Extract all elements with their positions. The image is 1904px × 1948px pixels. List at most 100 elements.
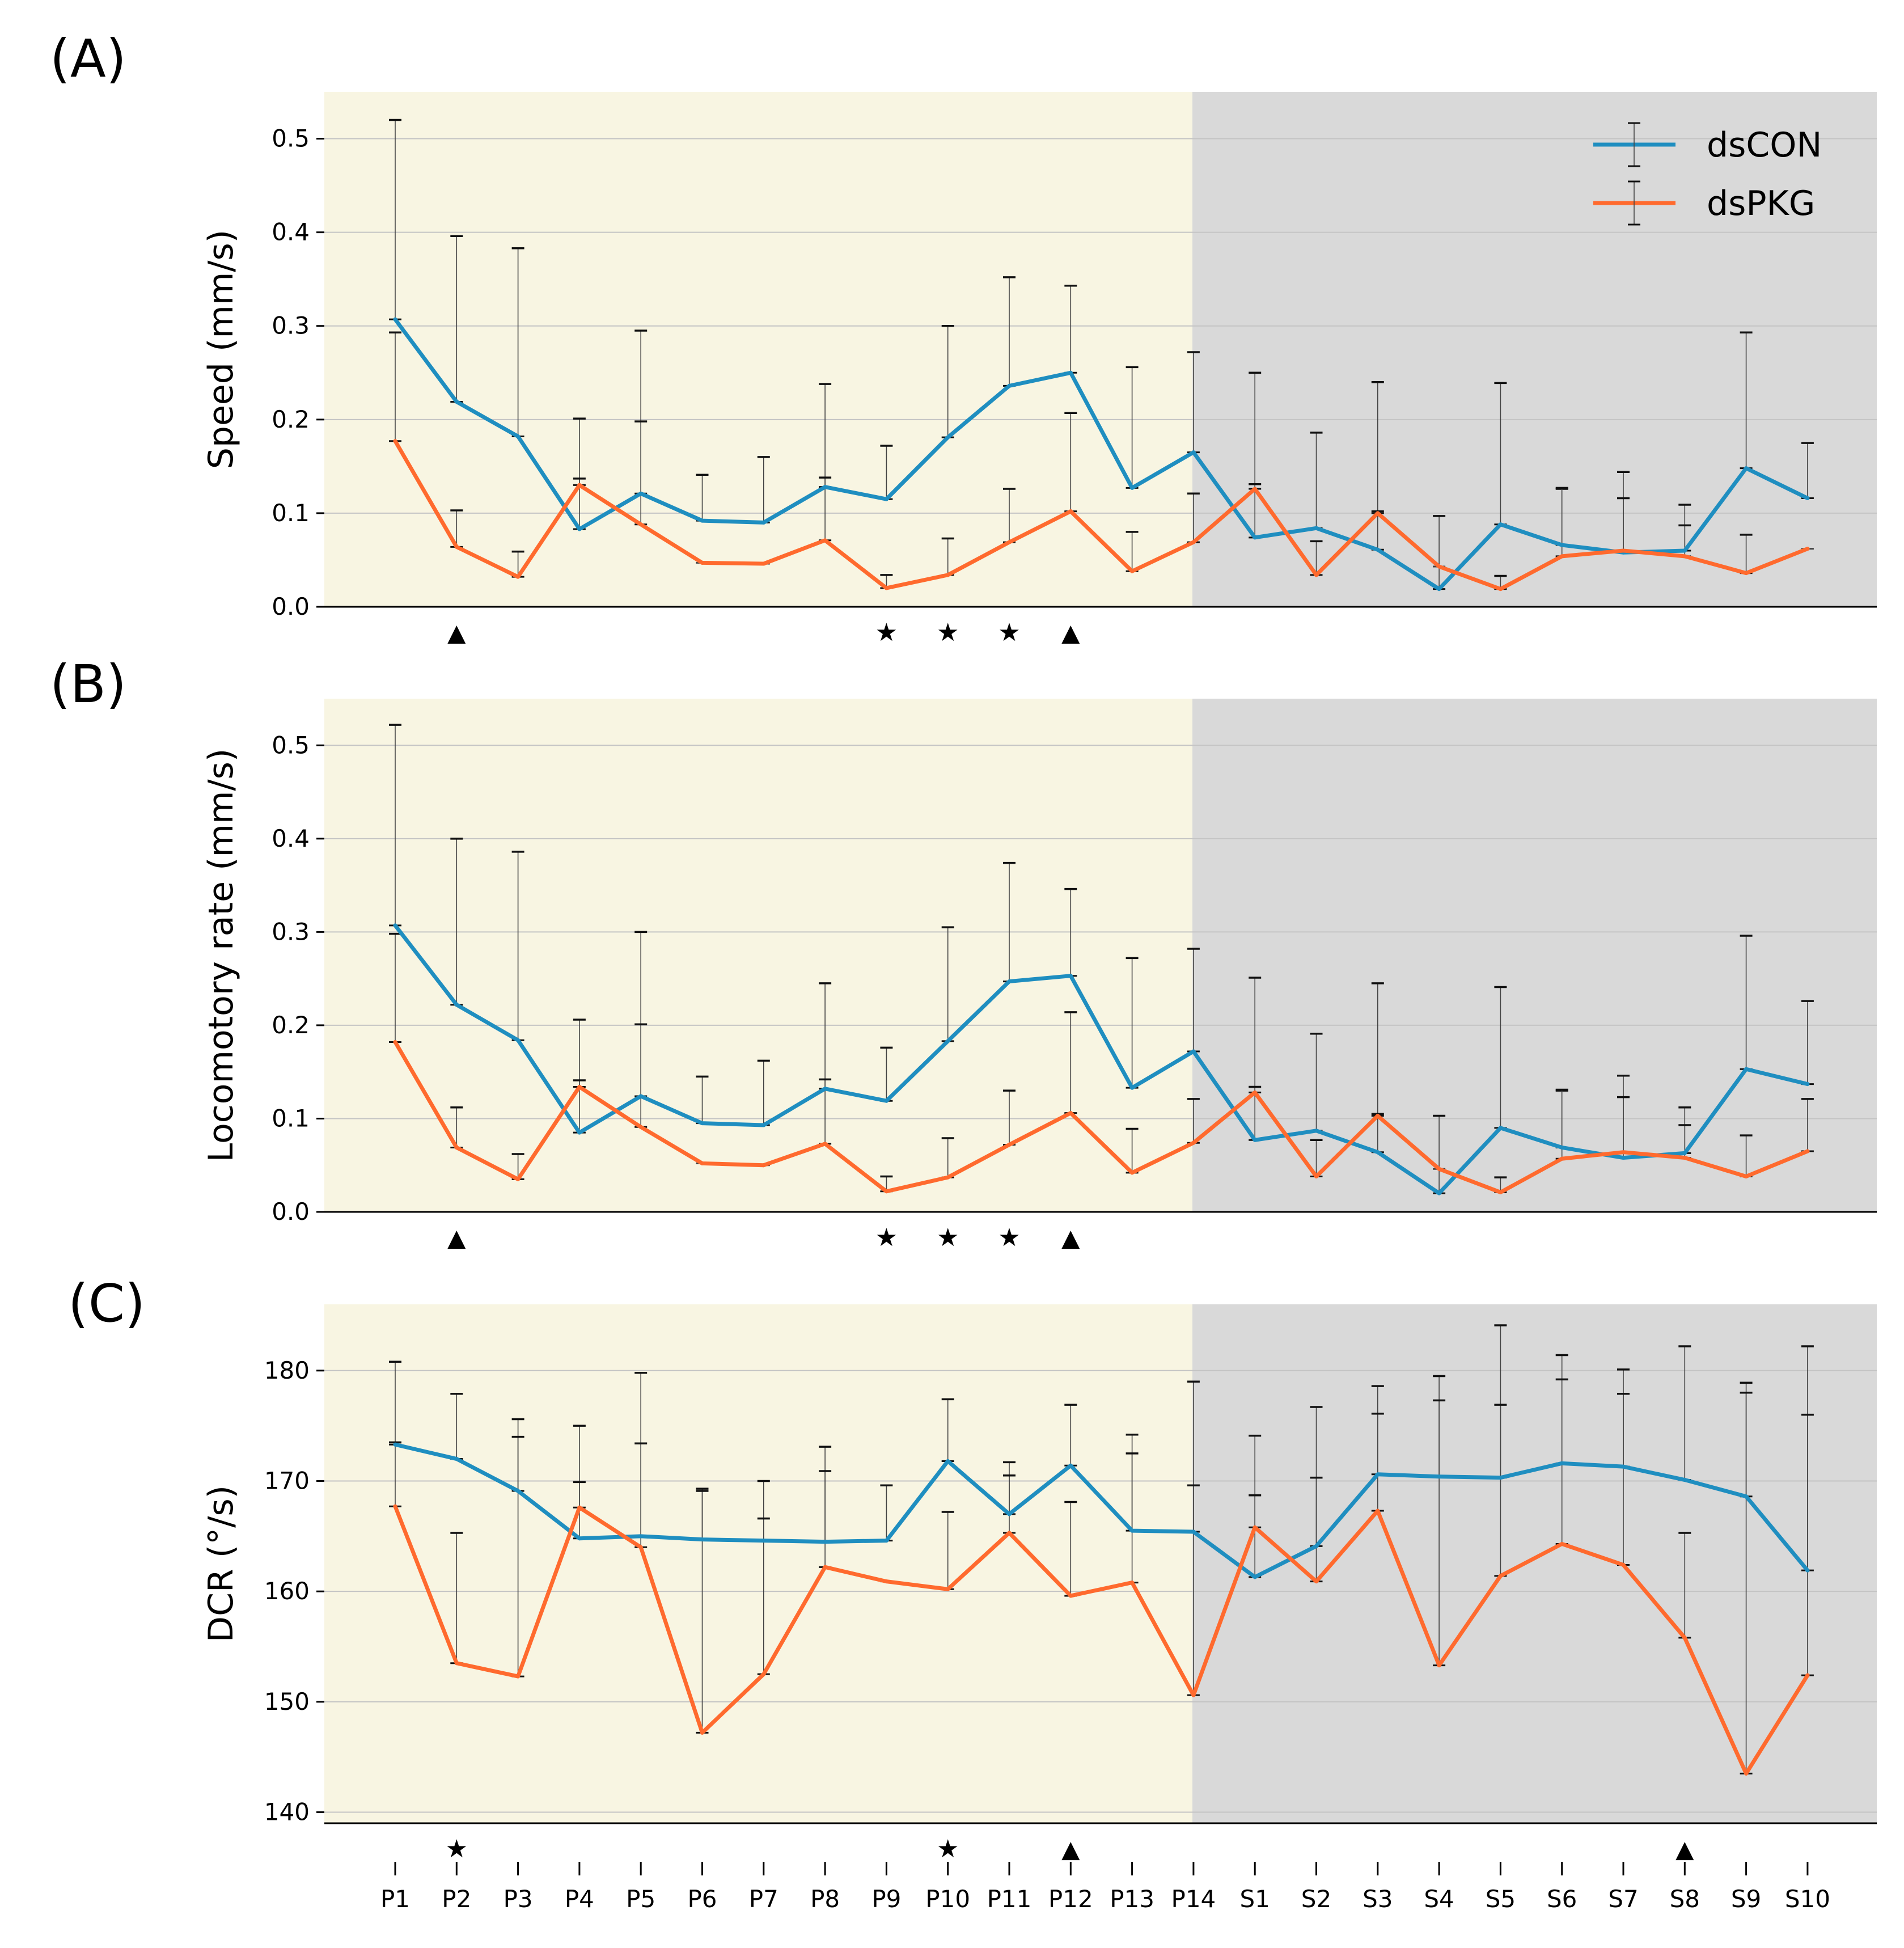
data-point-dsPKG xyxy=(700,1161,704,1165)
panel-b: 0.0 0.1 0.2 0.3 0.4 0.5 Locomotory rate (mm/s)… xyxy=(50,654,1877,1252)
data-point-dsCON xyxy=(516,1489,521,1493)
y-tick-label: 160 xyxy=(264,1577,310,1605)
data-point-dsPKG xyxy=(1253,487,1257,491)
y-tick-label: 150 xyxy=(264,1688,310,1715)
data-point-dsPKG xyxy=(1621,1562,1626,1567)
data-point-dsCON xyxy=(1376,547,1380,552)
data-point-dsCON xyxy=(1682,1151,1687,1155)
x-tick-label: P8 xyxy=(810,1885,840,1913)
data-point-dsCON xyxy=(700,518,704,523)
x-tick-label: S2 xyxy=(1301,1885,1331,1913)
y-tick-label: 0.3 xyxy=(272,312,310,340)
data-point-dsCON xyxy=(823,1540,827,1544)
data-point-dsCON xyxy=(1191,450,1196,455)
x-tick-label: S9 xyxy=(1731,1885,1761,1913)
data-point-dsPKG xyxy=(1191,1693,1196,1697)
data-point-dsCON xyxy=(1068,370,1073,375)
data-point-dsCON xyxy=(946,435,950,440)
y-tick-label: 0.1 xyxy=(272,499,310,527)
y-tick-label: 0.5 xyxy=(272,125,310,153)
data-point-dsPKG xyxy=(884,1579,888,1584)
panel-label: (A) xyxy=(50,28,126,89)
data-point-dsPKG xyxy=(393,1040,397,1045)
data-point-dsPKG xyxy=(761,1672,766,1676)
x-tick-label: P12 xyxy=(1048,1885,1093,1913)
data-point-dsCON xyxy=(823,485,827,489)
data-point-dsCON xyxy=(1130,1085,1135,1090)
data-point-dsCON xyxy=(1498,1476,1503,1480)
data-point-dsPKG xyxy=(1437,1663,1441,1668)
data-point-dsCON xyxy=(1191,1049,1196,1054)
data-point-dsCON xyxy=(700,1537,704,1542)
data-point-dsPKG xyxy=(1068,1594,1073,1598)
data-point-dsPKG xyxy=(823,538,827,543)
x-tick-label: S8 xyxy=(1670,1885,1700,1913)
data-point-dsCON xyxy=(393,1442,397,1447)
x-tick-label: P14 xyxy=(1171,1885,1216,1913)
data-point-dsPKG xyxy=(700,1730,704,1735)
legend-label-dsCON: dsCON xyxy=(1707,125,1822,165)
data-point-dsCON xyxy=(1007,1512,1012,1516)
significance-triangle-marker: ▲ xyxy=(1061,1835,1080,1863)
y-axis-label: Locomotory rate (mm/s) xyxy=(201,749,241,1163)
data-point-dsCON xyxy=(1253,1575,1257,1579)
x-tick-label: P6 xyxy=(687,1885,717,1913)
data-point-dsPKG xyxy=(1314,1579,1318,1584)
data-point-dsCON xyxy=(1621,1464,1626,1469)
data-point-dsCON xyxy=(1007,383,1012,388)
plot-background-s-region xyxy=(1192,699,1877,1212)
x-tick-label: S5 xyxy=(1486,1885,1516,1913)
data-point-dsPKG xyxy=(1560,554,1564,559)
data-point-dsCON xyxy=(638,1534,643,1539)
data-point-dsPKG xyxy=(1376,511,1380,515)
data-point-dsPKG xyxy=(946,1175,950,1180)
data-point-dsPKG xyxy=(1314,573,1318,577)
data-point-dsPKG xyxy=(393,439,397,443)
data-point-dsCON xyxy=(1805,1568,1810,1573)
data-point-dsPKG xyxy=(516,574,521,579)
x-tick-label: S1 xyxy=(1240,1885,1270,1913)
data-point-dsPKG xyxy=(1498,1574,1503,1578)
data-point-dsCON xyxy=(1682,548,1687,553)
data-point-dsPKG xyxy=(638,1125,643,1129)
data-point-dsPKG xyxy=(884,1189,888,1194)
data-point-dsCON xyxy=(1437,587,1441,591)
data-point-dsPKG xyxy=(1376,1508,1380,1513)
data-point-dsCON xyxy=(577,1130,582,1135)
panel-label: (C) xyxy=(68,1273,145,1334)
series-line-dsCON xyxy=(393,1442,1810,1579)
data-point-dsPKG xyxy=(1498,1190,1503,1194)
y-tick-label: 0.4 xyxy=(272,825,310,852)
data-point-dsCON xyxy=(516,434,521,439)
x-tick-label: S10 xyxy=(1785,1885,1830,1913)
series-line-dsPKG xyxy=(393,439,1810,591)
data-point-dsPKG xyxy=(1437,564,1441,569)
data-point-dsCON xyxy=(1314,1544,1318,1548)
data-point-dsCON xyxy=(1253,535,1257,540)
data-point-dsPKG xyxy=(1744,1771,1749,1776)
data-point-dsCON xyxy=(454,1003,459,1007)
data-point-dsPKG xyxy=(516,1674,521,1679)
y-tick-label: 0.4 xyxy=(272,218,310,246)
significance-star-marker: ★ xyxy=(937,618,959,647)
significance-star-marker: ★ xyxy=(875,1223,898,1252)
data-point-dsPKG xyxy=(454,1661,459,1666)
data-point-dsCON xyxy=(700,1121,704,1126)
data-point-dsCON xyxy=(1560,1145,1564,1150)
data-point-dsCON xyxy=(516,1038,521,1042)
data-point-dsCON xyxy=(1130,1528,1135,1533)
x-tick-label: S6 xyxy=(1547,1885,1577,1913)
significance-star-marker: ★ xyxy=(937,1223,959,1252)
data-point-dsCON xyxy=(1744,1067,1749,1071)
data-point-dsCON xyxy=(1744,466,1749,471)
x-tick-label: P11 xyxy=(987,1885,1032,1913)
data-point-dsPKG xyxy=(454,544,459,549)
series-line-dsPKG xyxy=(393,1504,1810,1776)
data-point-dsPKG xyxy=(1805,1673,1810,1677)
y-tick-label: 0.2 xyxy=(272,1011,310,1039)
data-point-dsPKG xyxy=(577,483,582,487)
significance-star-marker: ★ xyxy=(937,1835,959,1864)
series-line-dsCON xyxy=(393,317,1810,591)
data-point-dsCON xyxy=(1253,1138,1257,1142)
